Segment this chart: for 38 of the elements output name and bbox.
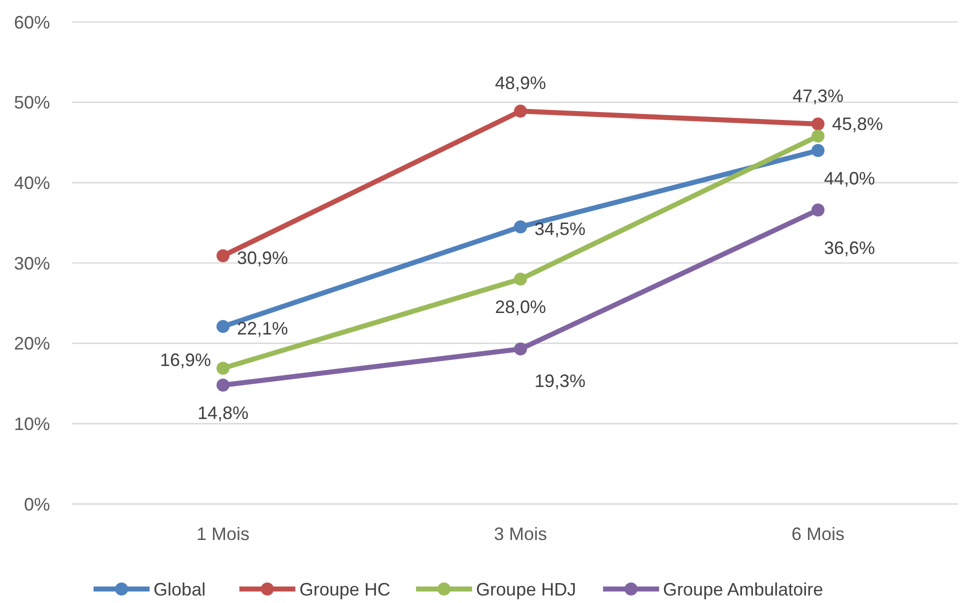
point [514, 220, 527, 234]
y-tick-label: 30% [14, 253, 50, 274]
point [216, 378, 230, 392]
x-tick-label: 1 Mois [196, 524, 250, 544]
legend-label: Groupe HC [299, 579, 390, 600]
data-label: 45,8% [832, 114, 884, 134]
y-tick-label: 20% [14, 334, 50, 354]
data-label: 14,8% [197, 403, 249, 424]
y-tick-label: 0% [24, 494, 50, 514]
data-label: 36,6% [824, 238, 876, 258]
data-label: 28,0% [494, 297, 546, 318]
y-tick-label: 40% [14, 172, 50, 193]
point [812, 130, 824, 143]
point [514, 272, 527, 286]
legend-label: Groupe HDJ [476, 579, 576, 600]
point [216, 362, 230, 375]
data-label: 16,9% [160, 350, 211, 370]
y-tick-label: 10% [14, 414, 50, 434]
x-tick-label: 6 Mois [791, 524, 845, 544]
point [216, 249, 230, 262]
data-label: 22,1% [237, 318, 288, 338]
point [812, 118, 824, 131]
legend-label: Groupe Ambulatoire [663, 579, 824, 600]
point [812, 144, 824, 158]
data-label: 44,0% [824, 168, 876, 189]
point [514, 342, 527, 356]
point [514, 104, 527, 118]
data-label: 19,3% [534, 370, 586, 391]
y-tick-label: 60% [14, 12, 50, 32]
data-label: 30,9% [237, 248, 288, 268]
y-tick-label: 50% [14, 92, 50, 113]
data-label: 34,5% [534, 218, 586, 239]
x-tick-label: 3 Mois [494, 524, 548, 544]
legend-label: Global [154, 579, 206, 600]
point [812, 203, 824, 216]
data-label: 48,9% [494, 73, 546, 94]
point [216, 320, 230, 333]
data-label: 47,3% [792, 86, 844, 106]
